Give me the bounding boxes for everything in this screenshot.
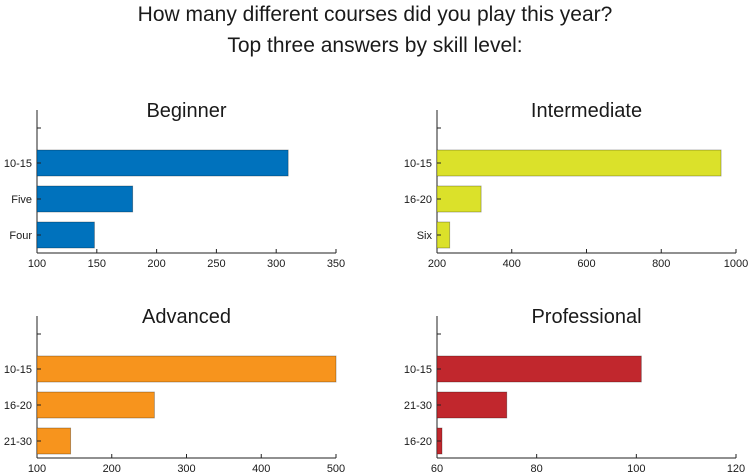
x-tick-label: 100	[627, 463, 645, 473]
chart-subtitle: Top three answers by skill level:	[227, 34, 523, 57]
x-tick-label: 500	[327, 463, 345, 473]
bar-10-15	[36, 149, 289, 177]
y-tick-label: Five	[11, 194, 32, 206]
panel-title: Professional	[531, 306, 641, 328]
y-tick-label: 16-20	[404, 436, 432, 448]
chart-panel-professional: Professional 10-15 21-30 16-20 60 80 100 120	[404, 306, 745, 473]
y-tick-label: 16-20	[4, 400, 32, 412]
x-tick-label: 300	[267, 258, 285, 270]
bar-16-20	[436, 185, 482, 213]
bar-10-15	[436, 355, 642, 383]
y-tick-label: 10-15	[404, 364, 432, 376]
x-tick-label: 300	[177, 463, 195, 473]
x-tick-label: 60	[431, 463, 443, 473]
y-tick-label: 10-15	[4, 364, 32, 376]
x-tick-label: 150	[88, 258, 106, 270]
panel-title: Intermediate	[531, 100, 642, 122]
x-tick-label: 100	[28, 258, 46, 270]
y-tick-label: 10-15	[4, 158, 32, 170]
bar-10-15	[436, 149, 722, 177]
x-tick-label: 1000	[724, 258, 748, 270]
x-tick-label: 600	[577, 258, 595, 270]
x-tick-label: 80	[531, 463, 543, 473]
bar-21-30	[436, 391, 508, 419]
x-tick-label: 400	[503, 258, 521, 270]
x-tick-label: 400	[252, 463, 270, 473]
x-tick-label: 250	[207, 258, 225, 270]
x-tick-label: 350	[327, 258, 345, 270]
x-tick-label: 100	[28, 463, 46, 473]
chart-title: How many different courses did you play …	[137, 3, 613, 26]
y-tick-label: 21-30	[404, 400, 432, 412]
bar-10-15	[36, 355, 337, 383]
y-tick-label: 10-15	[404, 158, 432, 170]
chart-panel-advanced: Advanced 10-15 16-20 21-30 100 200 300 400 500	[4, 306, 345, 473]
bar-four	[36, 221, 95, 249]
y-tick-label: 21-30	[4, 436, 32, 448]
panel-title: Beginner	[146, 100, 226, 122]
panel-title: Advanced	[142, 306, 231, 328]
y-tick-label: Four	[9, 230, 32, 242]
bar-five	[36, 185, 134, 213]
y-tick-label: Six	[417, 230, 433, 242]
x-tick-label: 200	[103, 463, 121, 473]
x-tick-label: 200	[428, 258, 446, 270]
x-tick-label: 120	[727, 463, 745, 473]
x-tick-label: 200	[147, 258, 165, 270]
x-tick-label: 800	[652, 258, 670, 270]
chart-panel-intermediate: Intermediate 10-15 16-20 Six 200 400 600 800 100…	[404, 100, 748, 270]
y-tick-label: 16-20	[404, 194, 432, 206]
chart-panel-beginner: Beginner 10-15 Five Four 100 150 200 250 300 350	[4, 100, 345, 270]
bar-21-30	[36, 427, 72, 455]
bar-16-20	[36, 391, 155, 419]
